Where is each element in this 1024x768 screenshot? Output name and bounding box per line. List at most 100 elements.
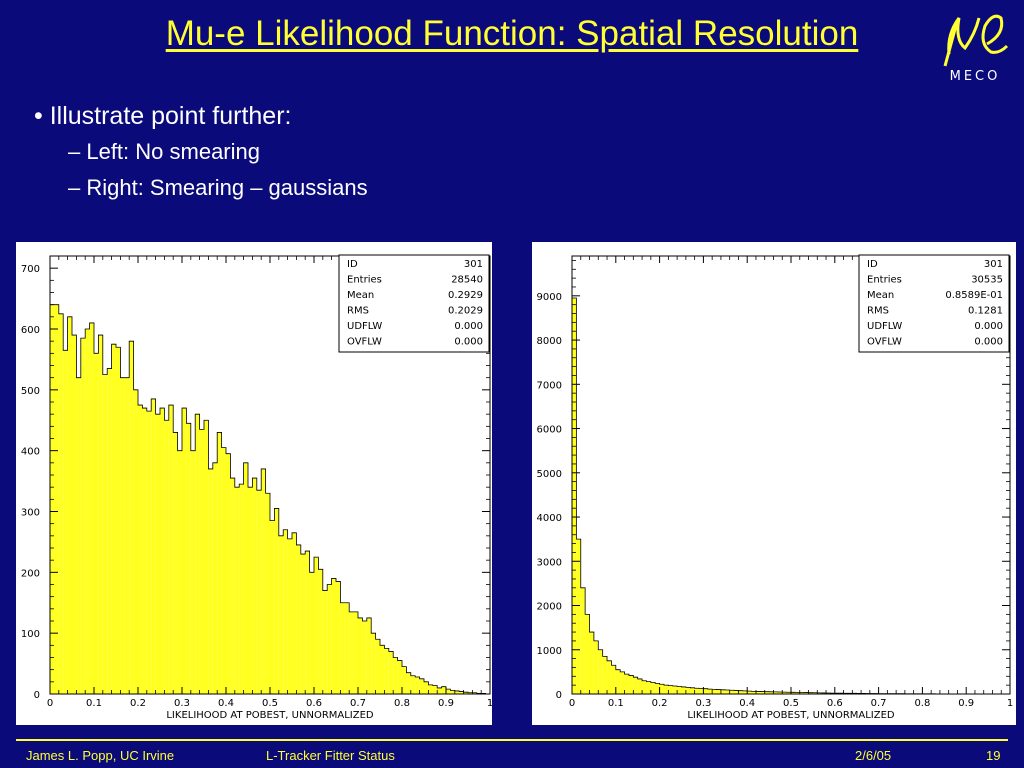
x-tick-label: 0.5 [262, 698, 278, 709]
hist-bin [406, 672, 411, 694]
stats-key: UDFLW [867, 321, 902, 332]
hist-bin [580, 587, 586, 694]
hist-bin [576, 539, 581, 694]
hist-bin [817, 692, 822, 694]
hist-bin [615, 669, 621, 694]
x-tick-label: 0.6 [306, 698, 322, 709]
hist-bin [239, 484, 244, 694]
hist-bin [283, 529, 288, 694]
stats-value: 30535 [971, 275, 1003, 286]
hist-bin [755, 691, 761, 694]
hist-bin [424, 681, 429, 694]
stats-key: Entries [867, 275, 902, 286]
footer-topic: L-Tracker Fitter Status [266, 748, 395, 763]
y-tick-label: 400 [21, 447, 40, 458]
hist-bin [182, 408, 187, 694]
hist-bin [655, 683, 660, 694]
hist-bin [450, 690, 455, 694]
hist-bin [164, 420, 169, 694]
x-tick-label: 0 [569, 698, 575, 709]
y-tick-label: 0 [556, 690, 562, 701]
hist-bin [72, 335, 77, 694]
hist-bin [362, 621, 367, 694]
stats-value: 0.1281 [968, 306, 1003, 317]
hist-bin [217, 432, 222, 694]
hist-bin [685, 687, 691, 694]
stats-key: RMS [867, 306, 889, 317]
y-tick-label: 2000 [537, 602, 562, 613]
hist-bin [703, 688, 708, 694]
hist-bin [116, 347, 121, 694]
y-tick-label: 500 [21, 386, 40, 397]
hist-bin [468, 692, 473, 694]
hist-bin [336, 581, 341, 694]
bullet-3: – Right: Smearing – gaussians [68, 175, 368, 200]
stats-key: RMS [347, 306, 369, 317]
hist-bin [344, 602, 350, 694]
bullet-list: • Illustrate point further: – Left: No s… [34, 102, 368, 211]
hist-bin [67, 316, 72, 694]
stats-key: Entries [347, 275, 382, 286]
hist-bin [98, 335, 103, 694]
stats-value: 0.000 [454, 337, 483, 348]
hist-outline [571, 297, 1011, 695]
hist-bin [432, 685, 438, 694]
hist-bin [747, 691, 752, 694]
hist-bin [186, 423, 191, 694]
y-tick-label: 9000 [537, 292, 562, 303]
hist-bin [318, 569, 323, 694]
hist-bin [821, 692, 827, 694]
hist-bin [589, 632, 594, 694]
hist-bin [572, 298, 577, 694]
hist-bin [624, 674, 629, 694]
hist-bin [642, 680, 647, 694]
hist-bin [358, 617, 363, 694]
hist-bin [208, 468, 213, 694]
hist-bin [712, 689, 717, 694]
x-tick-label: 0.4 [739, 698, 755, 709]
stats-value: 0.000 [974, 321, 1003, 332]
hist-bin [769, 691, 774, 694]
hist-bin [331, 578, 336, 694]
x-tick-label: 0.9 [958, 698, 974, 709]
hist-bin [151, 398, 156, 694]
hist-bin [734, 690, 739, 694]
y-tick-label: 4000 [537, 513, 562, 524]
hist-bin [637, 678, 643, 694]
hist-bin [707, 689, 713, 694]
stats-key: OVFLW [867, 337, 902, 348]
hist-bin [729, 690, 735, 694]
hist-bin [454, 690, 460, 694]
hist-bin [252, 478, 257, 694]
hist-bin [340, 602, 345, 694]
hist-bin [663, 685, 669, 694]
hist-bin [459, 691, 464, 694]
stats-key: UDFLW [347, 321, 382, 332]
hist-bin [384, 648, 389, 694]
hist-bin [690, 687, 695, 694]
hist-bin [89, 322, 94, 694]
hist-bin [410, 675, 416, 694]
y-tick-label: 200 [21, 568, 40, 579]
hist-bin [773, 691, 778, 694]
hist-bin [155, 414, 160, 694]
x-axis-label: LIKELIHOOD AT POBEST, UNNORMALIZED [687, 710, 895, 721]
y-tick-label: 1000 [537, 646, 562, 657]
hist-bin [437, 687, 442, 694]
y-tick-label: 8000 [537, 336, 562, 347]
hist-bin [226, 453, 231, 694]
hist-bin [812, 692, 818, 694]
hist-bin [738, 690, 743, 694]
hist-bin [309, 572, 314, 694]
x-tick-label: 0.9 [438, 698, 454, 709]
hist-bin [402, 666, 407, 694]
x-tick-label: 1 [487, 698, 492, 709]
hist-outline [49, 304, 490, 695]
stats-value: 0.000 [974, 337, 1003, 348]
hist-bin [292, 532, 297, 694]
hist-bin [270, 520, 275, 694]
hist-bin [620, 671, 625, 694]
x-tick-label: 0.5 [783, 698, 799, 709]
hist-bin [777, 692, 783, 694]
hist-bin [274, 508, 279, 694]
